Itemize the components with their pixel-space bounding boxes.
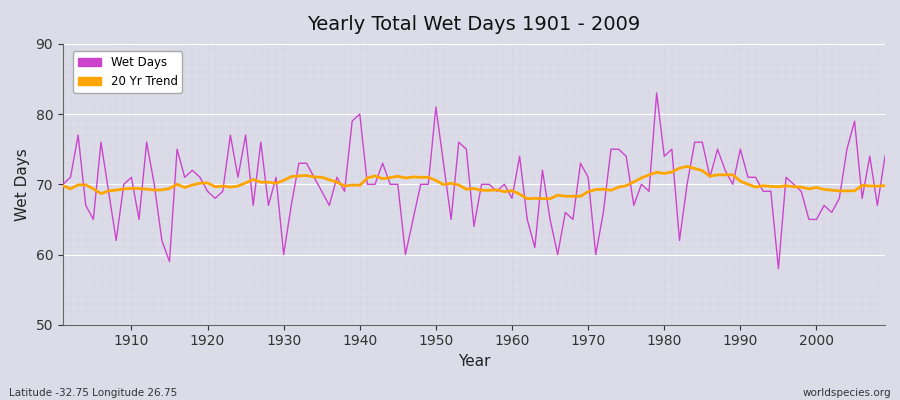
Text: Latitude -32.75 Longitude 26.75: Latitude -32.75 Longitude 26.75: [9, 388, 177, 398]
X-axis label: Year: Year: [458, 354, 491, 369]
Y-axis label: Wet Days: Wet Days: [15, 148, 30, 221]
Text: worldspecies.org: worldspecies.org: [803, 388, 891, 398]
Title: Yearly Total Wet Days 1901 - 2009: Yearly Total Wet Days 1901 - 2009: [307, 15, 641, 34]
Legend: Wet Days, 20 Yr Trend: Wet Days, 20 Yr Trend: [73, 51, 183, 92]
